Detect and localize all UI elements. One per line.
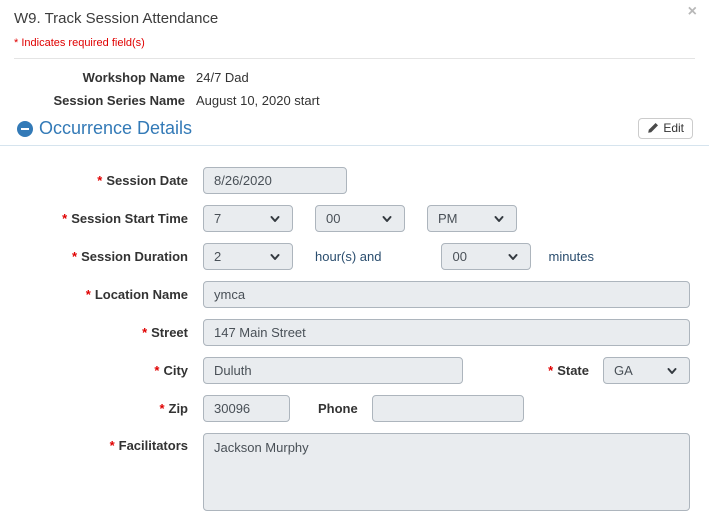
session-series-label: Session Series Name [53,93,185,108]
session-duration-label: * Session Duration [72,249,188,264]
location-name-input[interactable] [203,281,690,308]
occurrence-details-form: *Session Date *Session Start Time 7 00 P… [0,146,709,511]
city-label: * City [154,363,188,378]
zip-phone-row: *Zip Phone [0,395,690,422]
street-input[interactable] [203,319,690,346]
required-asterisk: * [154,363,160,378]
session-start-time-row: * Session Start Time 7 00 PM [0,205,690,232]
chevron-down-icon [270,253,280,260]
occurrence-details-header: Occurrence Details Edit [0,118,709,139]
state-select[interactable]: GA [603,357,690,384]
close-icon[interactable]: × [687,3,697,20]
edit-button[interactable]: Edit [638,118,693,139]
workshop-info: Workshop Name 24/7 Dad Session Series Na… [0,59,709,108]
required-asterisk: * [548,363,554,378]
collapse-minus-icon[interactable] [17,120,33,137]
start-hour-select[interactable]: 7 [203,205,293,232]
modal-header: W9. Track Session Attendance × * Indicat… [0,0,709,59]
street-row: * Street [0,319,690,346]
required-asterisk: * [97,173,103,188]
chevron-down-icon [667,367,677,374]
start-minute-select[interactable]: 00 [315,205,405,232]
page-title: W9. Track Session Attendance [14,10,219,27]
edit-button-label: Edit [663,121,684,135]
session-start-time-label: * Session Start Time [62,211,188,226]
street-label: * Street [142,325,188,340]
minutes-suffix-text: minutes [548,249,595,264]
required-asterisk: * [159,401,165,416]
section-title: Occurrence Details [39,118,193,138]
facilitators-textarea[interactable]: Jackson Murphy [203,433,690,511]
city-input[interactable] [203,357,463,384]
required-fields-note: * Indicates required field(s) [14,37,145,49]
zip-input[interactable] [203,395,290,422]
duration-minutes-select[interactable]: 00 [441,243,532,270]
hours-suffix-text: hour(s) and [315,249,382,264]
chevron-down-icon [382,215,392,222]
session-series-value: August 10, 2020 start [196,93,320,108]
section-divider [0,145,709,146]
session-date-label: * Session Date [97,173,188,188]
location-name-label: * Location Name [85,287,188,302]
header-divider [14,58,695,59]
workshop-name-label: Workshop Name [82,70,185,85]
location-name-row: * Location Name [0,281,690,308]
duration-hours-select[interactable]: 2 [203,243,293,270]
session-date-row: * Session Date [0,167,690,194]
chevron-down-icon [270,215,280,222]
required-asterisk: * [85,287,91,302]
required-asterisk: * [109,438,115,453]
chevron-down-icon [508,253,518,260]
required-asterisk: * [72,249,78,264]
zip-label: * Zip [159,401,188,416]
facilitators-label: * Facilitators [109,438,188,453]
required-asterisk: * [142,325,148,340]
phone-label: Phone [318,401,358,416]
pencil-icon [648,123,659,133]
facilitators-row: * Facilitators Jackson Murphy [0,433,690,511]
session-date-input[interactable] [203,167,347,194]
city-state-row: *City *State GA [0,357,690,384]
state-label: * State [548,363,589,378]
session-duration-row: * Session Duration 2 hour(s) and 00 minut… [0,243,690,270]
workshop-name-row: Workshop Name 24/7 Dad [0,70,709,85]
session-series-row: Session Series Name August 10, 2020 star… [0,93,709,108]
phone-input[interactable] [371,395,524,422]
start-ampm-select[interactable]: PM [427,205,517,232]
chevron-down-icon [494,215,504,222]
workshop-name-value: 24/7 Dad [196,70,249,85]
required-asterisk: * [62,211,68,226]
